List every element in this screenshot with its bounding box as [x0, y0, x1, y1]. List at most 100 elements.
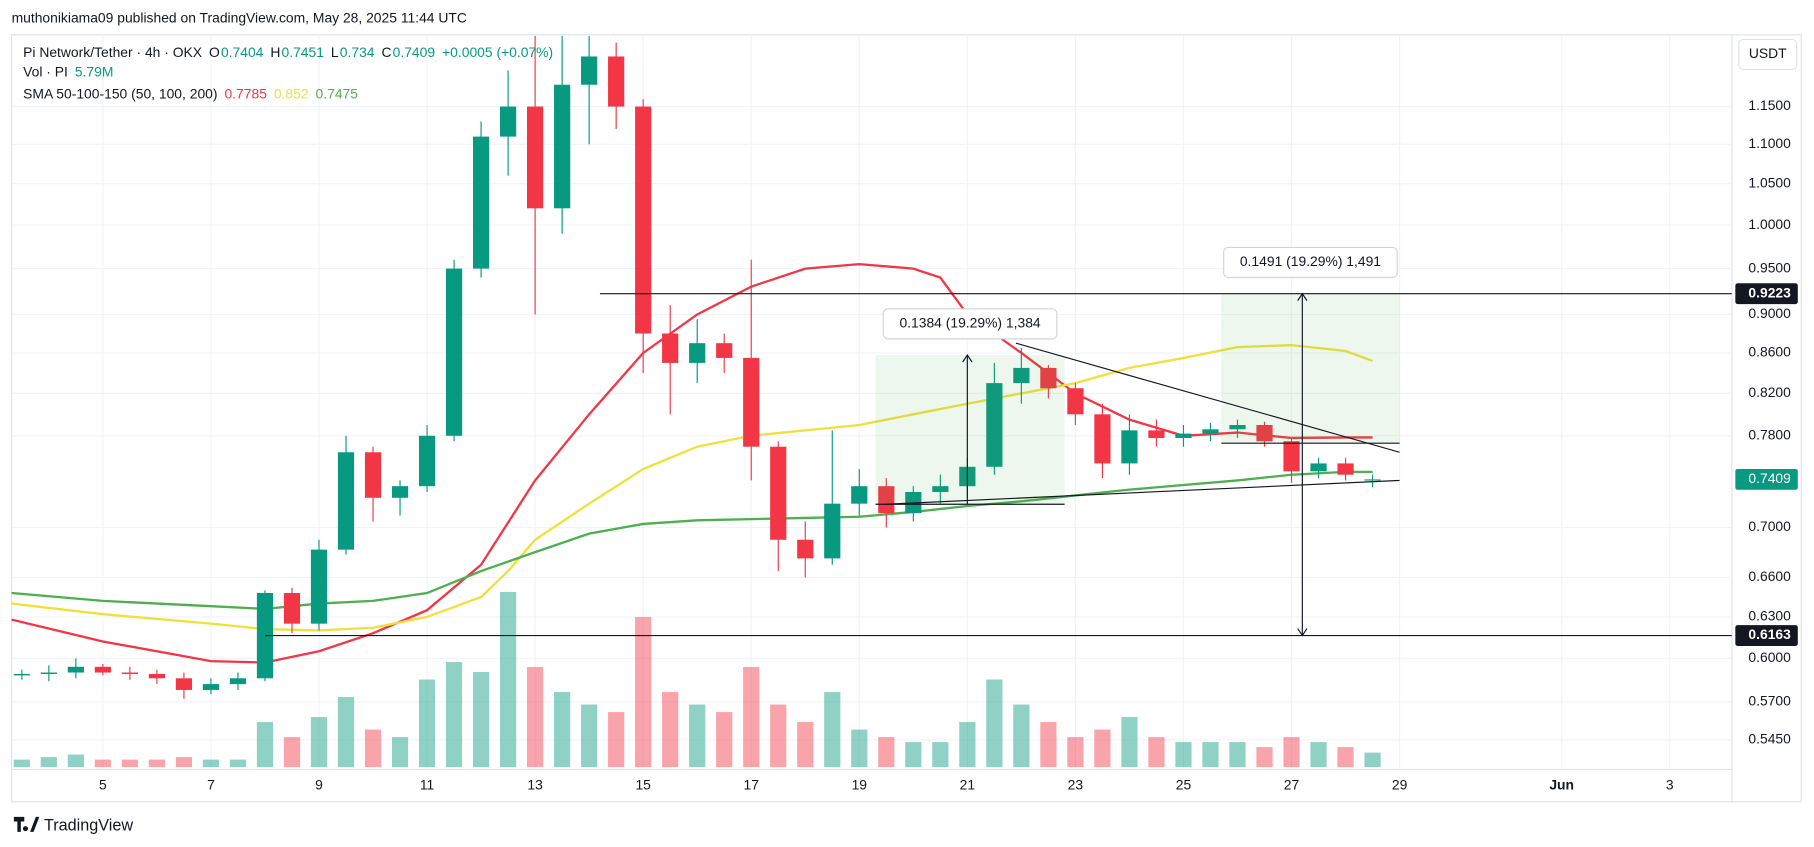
- candle-body: [364, 452, 382, 498]
- candle-body: [121, 672, 138, 674]
- volume-bar: [418, 679, 436, 768]
- x-tick-label: 15: [635, 776, 651, 792]
- candle-body: [283, 593, 301, 624]
- y-tick-label: 1.1000: [1748, 135, 1791, 151]
- y-tick-label: 1.1500: [1748, 97, 1791, 113]
- volume-bar: [1229, 742, 1246, 768]
- volume-bar: [1283, 737, 1300, 768]
- volume-bar: [364, 729, 382, 768]
- legend-change: +0.0005 (+0.07%): [442, 44, 553, 60]
- candle-body: [148, 673, 166, 679]
- volume-bar: [878, 737, 895, 768]
- x-tick-label: 5: [99, 776, 107, 792]
- candle-body: [986, 383, 1003, 467]
- candle-body: [418, 435, 436, 487]
- volume-bar: [608, 712, 625, 768]
- sma-title: SMA 50-100-150 (50, 100, 200): [23, 86, 217, 102]
- x-tick-label: Jun: [1549, 776, 1574, 792]
- y-tick-label: 0.7000: [1748, 518, 1791, 534]
- legend-letter: L: [331, 44, 339, 60]
- x-tick-label: 19: [852, 776, 868, 792]
- sma-value: 0.852: [274, 86, 309, 102]
- candle-body: [1094, 414, 1111, 464]
- volume-bar: [229, 759, 247, 768]
- candle-body: [13, 673, 30, 676]
- candle-body: [1256, 424, 1273, 442]
- measure-box: [1221, 293, 1400, 444]
- volume-bar: [1121, 717, 1138, 768]
- candle-body: [391, 486, 409, 498]
- volume-bar: [256, 722, 274, 768]
- brand: TradingView: [44, 816, 133, 834]
- volume-bar: [932, 742, 949, 768]
- volume-bar: [986, 679, 1003, 768]
- plot: 0.1384 (19.29%) 1,384 0.1491 (19.29%) 1,4…: [11, 34, 1732, 770]
- volume-bar: [797, 722, 814, 768]
- volume-bar: [1013, 704, 1030, 768]
- candle-body: [824, 503, 841, 559]
- volume-bar: [391, 737, 409, 768]
- volume-bar: [662, 692, 679, 768]
- x-tick-label: 7: [207, 776, 215, 792]
- y-tick-label: 0.9500: [1748, 259, 1791, 275]
- x-tick-label: 13: [527, 776, 543, 792]
- y-tick-label: 0.6000: [1748, 649, 1791, 665]
- legend-letter: C: [381, 44, 391, 60]
- candle-body: [635, 106, 652, 334]
- volume-bar: [905, 742, 922, 768]
- volume-bar: [67, 754, 84, 768]
- volume-bar: [175, 757, 193, 768]
- volume-bar: [1310, 742, 1327, 768]
- x-tick-label: 23: [1068, 776, 1084, 792]
- volume-bar: [445, 662, 463, 768]
- currency-button[interactable]: [1738, 38, 1798, 71]
- candle-body: [229, 678, 247, 685]
- candle-body: [689, 343, 706, 363]
- y-tick-label: 0.5450: [1748, 730, 1791, 746]
- candle-body: [932, 486, 949, 492]
- volume-bar: [13, 759, 30, 768]
- legend-value: 0.7451: [282, 44, 325, 60]
- candle-body: [202, 684, 220, 690]
- candle-body: [743, 357, 760, 447]
- volume-bar: [581, 704, 598, 768]
- candle-body: [499, 106, 517, 137]
- volume-bar: [959, 722, 976, 768]
- candle-body: [94, 666, 111, 673]
- candle-body: [851, 486, 868, 504]
- volume-bar: [202, 759, 220, 768]
- candle-body: [608, 56, 625, 107]
- level-label-box: [1735, 283, 1798, 305]
- candle-body: [1202, 429, 1219, 434]
- measure-label-box: [882, 308, 1058, 340]
- volume-bar: [1040, 722, 1057, 768]
- currency[interactable]: USDT: [1749, 45, 1787, 61]
- legend-value: 0.7409: [393, 44, 436, 60]
- x-tick-label: 21: [960, 776, 976, 792]
- measure-label-box: [1223, 246, 1398, 279]
- candle-body: [1067, 388, 1084, 415]
- publisher: muthonikiama09 published on TradingView.…: [12, 9, 467, 25]
- candle-body: [770, 446, 787, 540]
- candle-body: [175, 678, 193, 690]
- legend-letter: H: [270, 44, 280, 60]
- sma-line: [11, 343, 1373, 632]
- candle-body: [445, 268, 463, 436]
- sma-value: 0.7475: [316, 86, 359, 102]
- volume-bar: [716, 712, 733, 768]
- y-tick-label: 0.8200: [1748, 384, 1791, 400]
- x-tick-label: 17: [744, 776, 760, 792]
- x-tick-label: 25: [1176, 776, 1192, 792]
- y-tick-label: 0.9000: [1748, 305, 1791, 321]
- x-tick-label: 3: [1666, 776, 1674, 792]
- overlay: 1.1500 1.1000 1.0500 1.0000 0.9500 0.9000 0.86…: [23, 44, 1798, 792]
- volume-bar: [40, 757, 57, 768]
- level-label: 0.6163: [1748, 626, 1791, 642]
- volume-bar: [554, 692, 571, 768]
- candle-body: [1040, 367, 1057, 389]
- sma-line: [11, 262, 1373, 664]
- volume-bar: [499, 591, 517, 768]
- volume-bar: [689, 704, 706, 768]
- volume-bar: [94, 759, 111, 768]
